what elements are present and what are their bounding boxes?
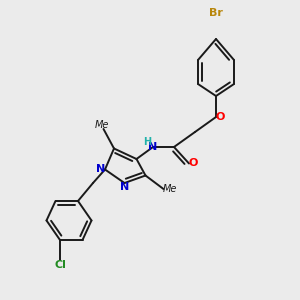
Text: Me: Me xyxy=(95,119,109,130)
Text: H: H xyxy=(143,136,152,147)
Text: O: O xyxy=(188,158,198,169)
Text: N: N xyxy=(96,164,105,175)
Text: Me: Me xyxy=(162,184,177,194)
Text: N: N xyxy=(120,182,129,193)
Text: O: O xyxy=(215,112,225,122)
Text: N: N xyxy=(148,142,158,152)
Text: Cl: Cl xyxy=(54,260,66,270)
Text: Br: Br xyxy=(209,8,223,18)
